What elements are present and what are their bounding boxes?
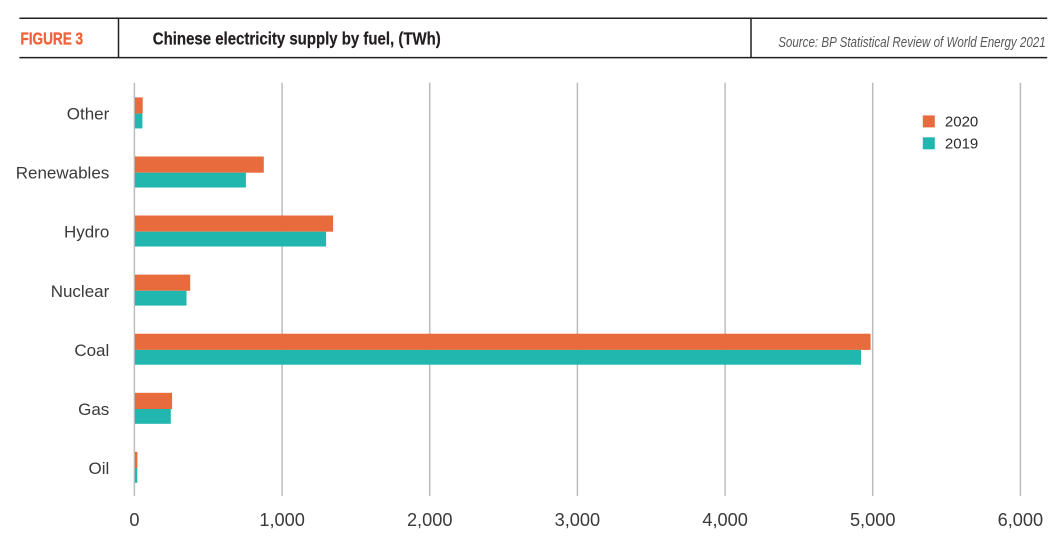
svg-text:0: 0 xyxy=(129,510,139,530)
svg-text:Coal: Coal xyxy=(74,341,109,360)
svg-text:Gas: Gas xyxy=(78,400,109,419)
svg-text:3,000: 3,000 xyxy=(555,510,601,530)
svg-text:Hydro: Hydro xyxy=(64,223,109,242)
svg-text:2019: 2019 xyxy=(945,136,978,153)
svg-text:Source: BP Statistical Review: Source: BP Statistical Review of World E… xyxy=(778,34,1046,51)
svg-text:2020: 2020 xyxy=(945,114,978,131)
svg-text:FIGURE 3: FIGURE 3 xyxy=(21,29,84,49)
svg-text:Oil: Oil xyxy=(89,459,110,478)
svg-text:6,000: 6,000 xyxy=(998,510,1044,530)
svg-text:1,000: 1,000 xyxy=(259,510,305,530)
svg-text:Renewables: Renewables xyxy=(16,164,110,183)
svg-text:Chinese electricity supply by: Chinese electricity supply by fuel, (TWh… xyxy=(153,29,441,49)
svg-text:5,000: 5,000 xyxy=(850,510,896,530)
svg-text:4,000: 4,000 xyxy=(702,510,748,530)
svg-text:Other: Other xyxy=(67,105,110,124)
svg-text:2,000: 2,000 xyxy=(407,510,453,530)
svg-text:Nuclear: Nuclear xyxy=(51,282,110,301)
